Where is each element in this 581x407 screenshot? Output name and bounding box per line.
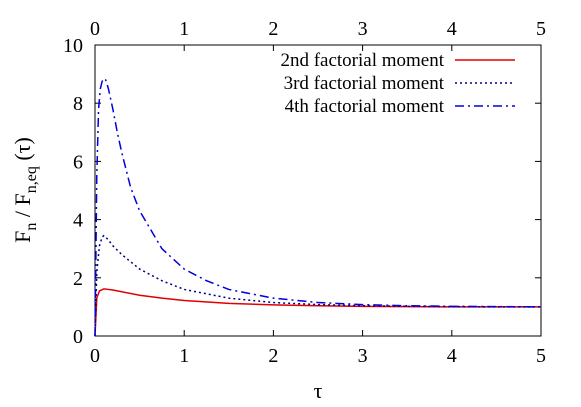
y-axis-label-prefix: F (10, 231, 35, 243)
x2-tick-label: 5 (536, 18, 546, 40)
x-tick-label: 3 (358, 345, 368, 367)
x-tick-label: 1 (179, 345, 189, 367)
x-tick-label: 4 (447, 345, 457, 367)
x2-tick-label: 4 (447, 18, 457, 40)
y-axis-label-sub1: n (23, 223, 40, 231)
legend-label: 2nd factorial moment (280, 50, 444, 71)
x-tick-label: 2 (268, 345, 278, 367)
y-tick-label: 2 (73, 268, 83, 290)
legend-label: 3rd factorial moment (284, 73, 445, 94)
x2-tick-label: 3 (358, 18, 368, 40)
series-lines (94, 77, 542, 337)
x2-tick-label: 0 (90, 18, 100, 40)
y-tick-label: 8 (73, 93, 83, 115)
y-tick-label: 6 (73, 151, 83, 173)
y-axis-label-sub2: n,eq (23, 166, 40, 193)
series-line-4th (94, 77, 542, 337)
x-axis-label: τ (314, 378, 323, 403)
x2-tick-label: 2 (268, 18, 278, 40)
y-tick-label: 0 (73, 326, 83, 348)
series-line-3th (94, 234, 541, 337)
x2-axis-ticks: 0 1 2 3 4 5 (90, 18, 546, 51)
x2-tick-label: 1 (179, 18, 189, 40)
y-axis-ticks: 0 2 4 6 8 10 (63, 35, 541, 348)
x-tick-label: 5 (536, 345, 546, 367)
x-tick-label: 0 (90, 345, 100, 367)
y-tick-label: 10 (63, 35, 83, 57)
plot-frame (94, 44, 542, 337)
legend-label: 4th factorial moment (285, 96, 445, 117)
y-axis-label: Fn / Fn,eq (τ) (10, 137, 40, 243)
y-axis-label-mid: / F (10, 193, 35, 222)
y-tick-label: 4 (73, 210, 83, 232)
series-line-2th (94, 288, 541, 337)
y-axis-label-suffix: (τ) (10, 137, 35, 166)
